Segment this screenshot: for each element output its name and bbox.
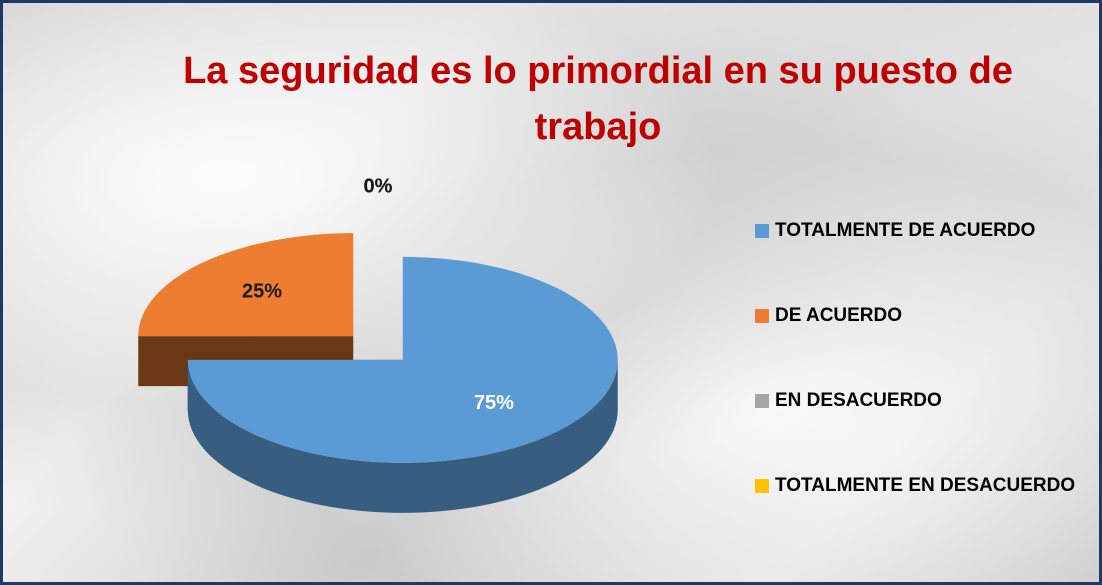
legend-item: EN DESACUERDO <box>755 389 1085 413</box>
legend-label: EN DESACUERDO <box>775 390 942 411</box>
data-label: 0% <box>364 175 393 197</box>
slice <box>187 256 618 463</box>
data-label: 0% <box>364 175 393 197</box>
chart-title: La seguridad es lo primordial en su pues… <box>183 50 1013 148</box>
legend-swatch <box>755 479 769 493</box>
legend-swatch <box>755 224 769 238</box>
legend-item: TOTALMENTE EN DESACUERDO <box>755 474 1085 498</box>
slice-wall <box>187 359 618 513</box>
legend-label: DE ACUERDO <box>775 305 903 326</box>
legend-item: TOTALMENTE DE ACUERDO <box>755 219 1085 243</box>
data-label: 75% <box>474 392 514 414</box>
legend-item: DE ACUERDO <box>755 304 1085 328</box>
legend-swatch <box>755 309 769 323</box>
legend-swatch <box>755 394 769 408</box>
legend-label: TOTALMENTE EN DESACUERDO <box>775 475 1076 496</box>
slice <box>138 233 354 337</box>
plot: 75%25%0%0% <box>138 175 618 513</box>
legend-label: TOTALMENTE DE ACUERDO <box>775 220 1036 241</box>
data-label: 25% <box>242 281 282 303</box>
